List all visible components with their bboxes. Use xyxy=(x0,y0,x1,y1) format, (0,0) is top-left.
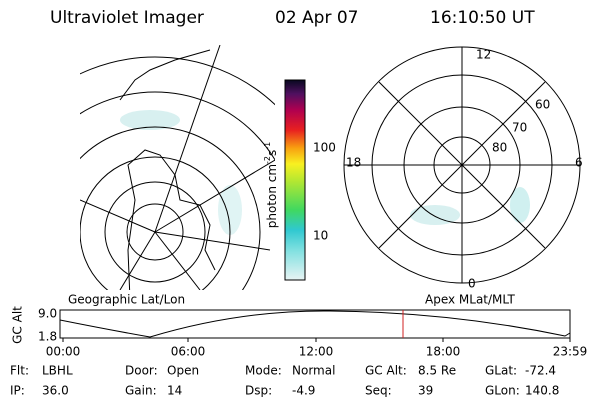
mlt-label: 0 xyxy=(468,277,476,291)
colorbar-label: 100 xyxy=(313,141,336,155)
colorbar-unit: photon cm-2s-1 xyxy=(263,142,279,229)
unit-base: photon cm xyxy=(265,164,279,228)
orbit-time-label: 12:00 xyxy=(299,345,334,359)
field-value: -72.4 xyxy=(525,364,556,378)
orbit-time-label: 18:00 xyxy=(426,345,461,359)
title: Ultraviolet Imager xyxy=(50,8,204,28)
lat-label: 70 xyxy=(512,121,527,135)
orbit-time-label: 00:00 xyxy=(46,345,81,359)
lat-label: 80 xyxy=(492,141,507,155)
field-value: 8.5 Re xyxy=(418,364,456,378)
orbit-time-label: 23:59 xyxy=(553,345,588,359)
orbit-curve xyxy=(59,310,571,338)
field-label: GLat: xyxy=(485,364,517,378)
field-value: 36.0 xyxy=(42,384,69,398)
field-label: Flt: xyxy=(10,364,29,378)
mlt-label: 12 xyxy=(476,48,491,62)
field-value: -4.9 xyxy=(292,384,315,398)
orbit-y-label: 9.0 xyxy=(38,307,57,321)
date: 02 Apr 07 xyxy=(275,8,358,28)
field-label: Seq: xyxy=(365,384,392,398)
panel-label: Apex MLat/MLT xyxy=(425,293,515,307)
lat-label: 60 xyxy=(535,98,550,112)
mlt-label: 18 xyxy=(346,156,361,170)
field-value: 14 xyxy=(167,384,182,398)
field-label: Gain: xyxy=(125,384,157,398)
unit-exp: -2 xyxy=(263,156,272,164)
orbit-axis-label: GC Alt xyxy=(11,306,25,344)
unit-mid: s xyxy=(265,150,279,156)
field-value: LBHL xyxy=(42,364,73,378)
colorbar xyxy=(284,79,306,281)
field-label: Dsp: xyxy=(245,384,272,398)
time: 16:10:50 UT xyxy=(430,8,535,28)
field-value: Open xyxy=(167,364,199,378)
mlt-label: 6 xyxy=(575,156,583,170)
field-label: GLon: xyxy=(485,384,520,398)
field-value: 140.8 xyxy=(525,384,559,398)
field-label: GC Alt: xyxy=(365,364,407,378)
orbit-time-label: 06:00 xyxy=(171,345,206,359)
colorbar-label: 10 xyxy=(313,229,328,243)
orbit-y-label: 1.8 xyxy=(38,330,57,344)
field-value: 39 xyxy=(418,384,433,398)
field-label: IP: xyxy=(10,384,25,398)
unit-exp: -1 xyxy=(263,142,272,150)
field-value: Normal xyxy=(292,364,335,378)
field-label: Door: xyxy=(125,364,158,378)
panel-label: Geographic Lat/Lon xyxy=(68,293,185,307)
field-label: Mode: xyxy=(245,364,282,378)
geo-map xyxy=(80,45,275,290)
polar-plot xyxy=(343,46,581,284)
orbit-frame xyxy=(59,309,571,339)
